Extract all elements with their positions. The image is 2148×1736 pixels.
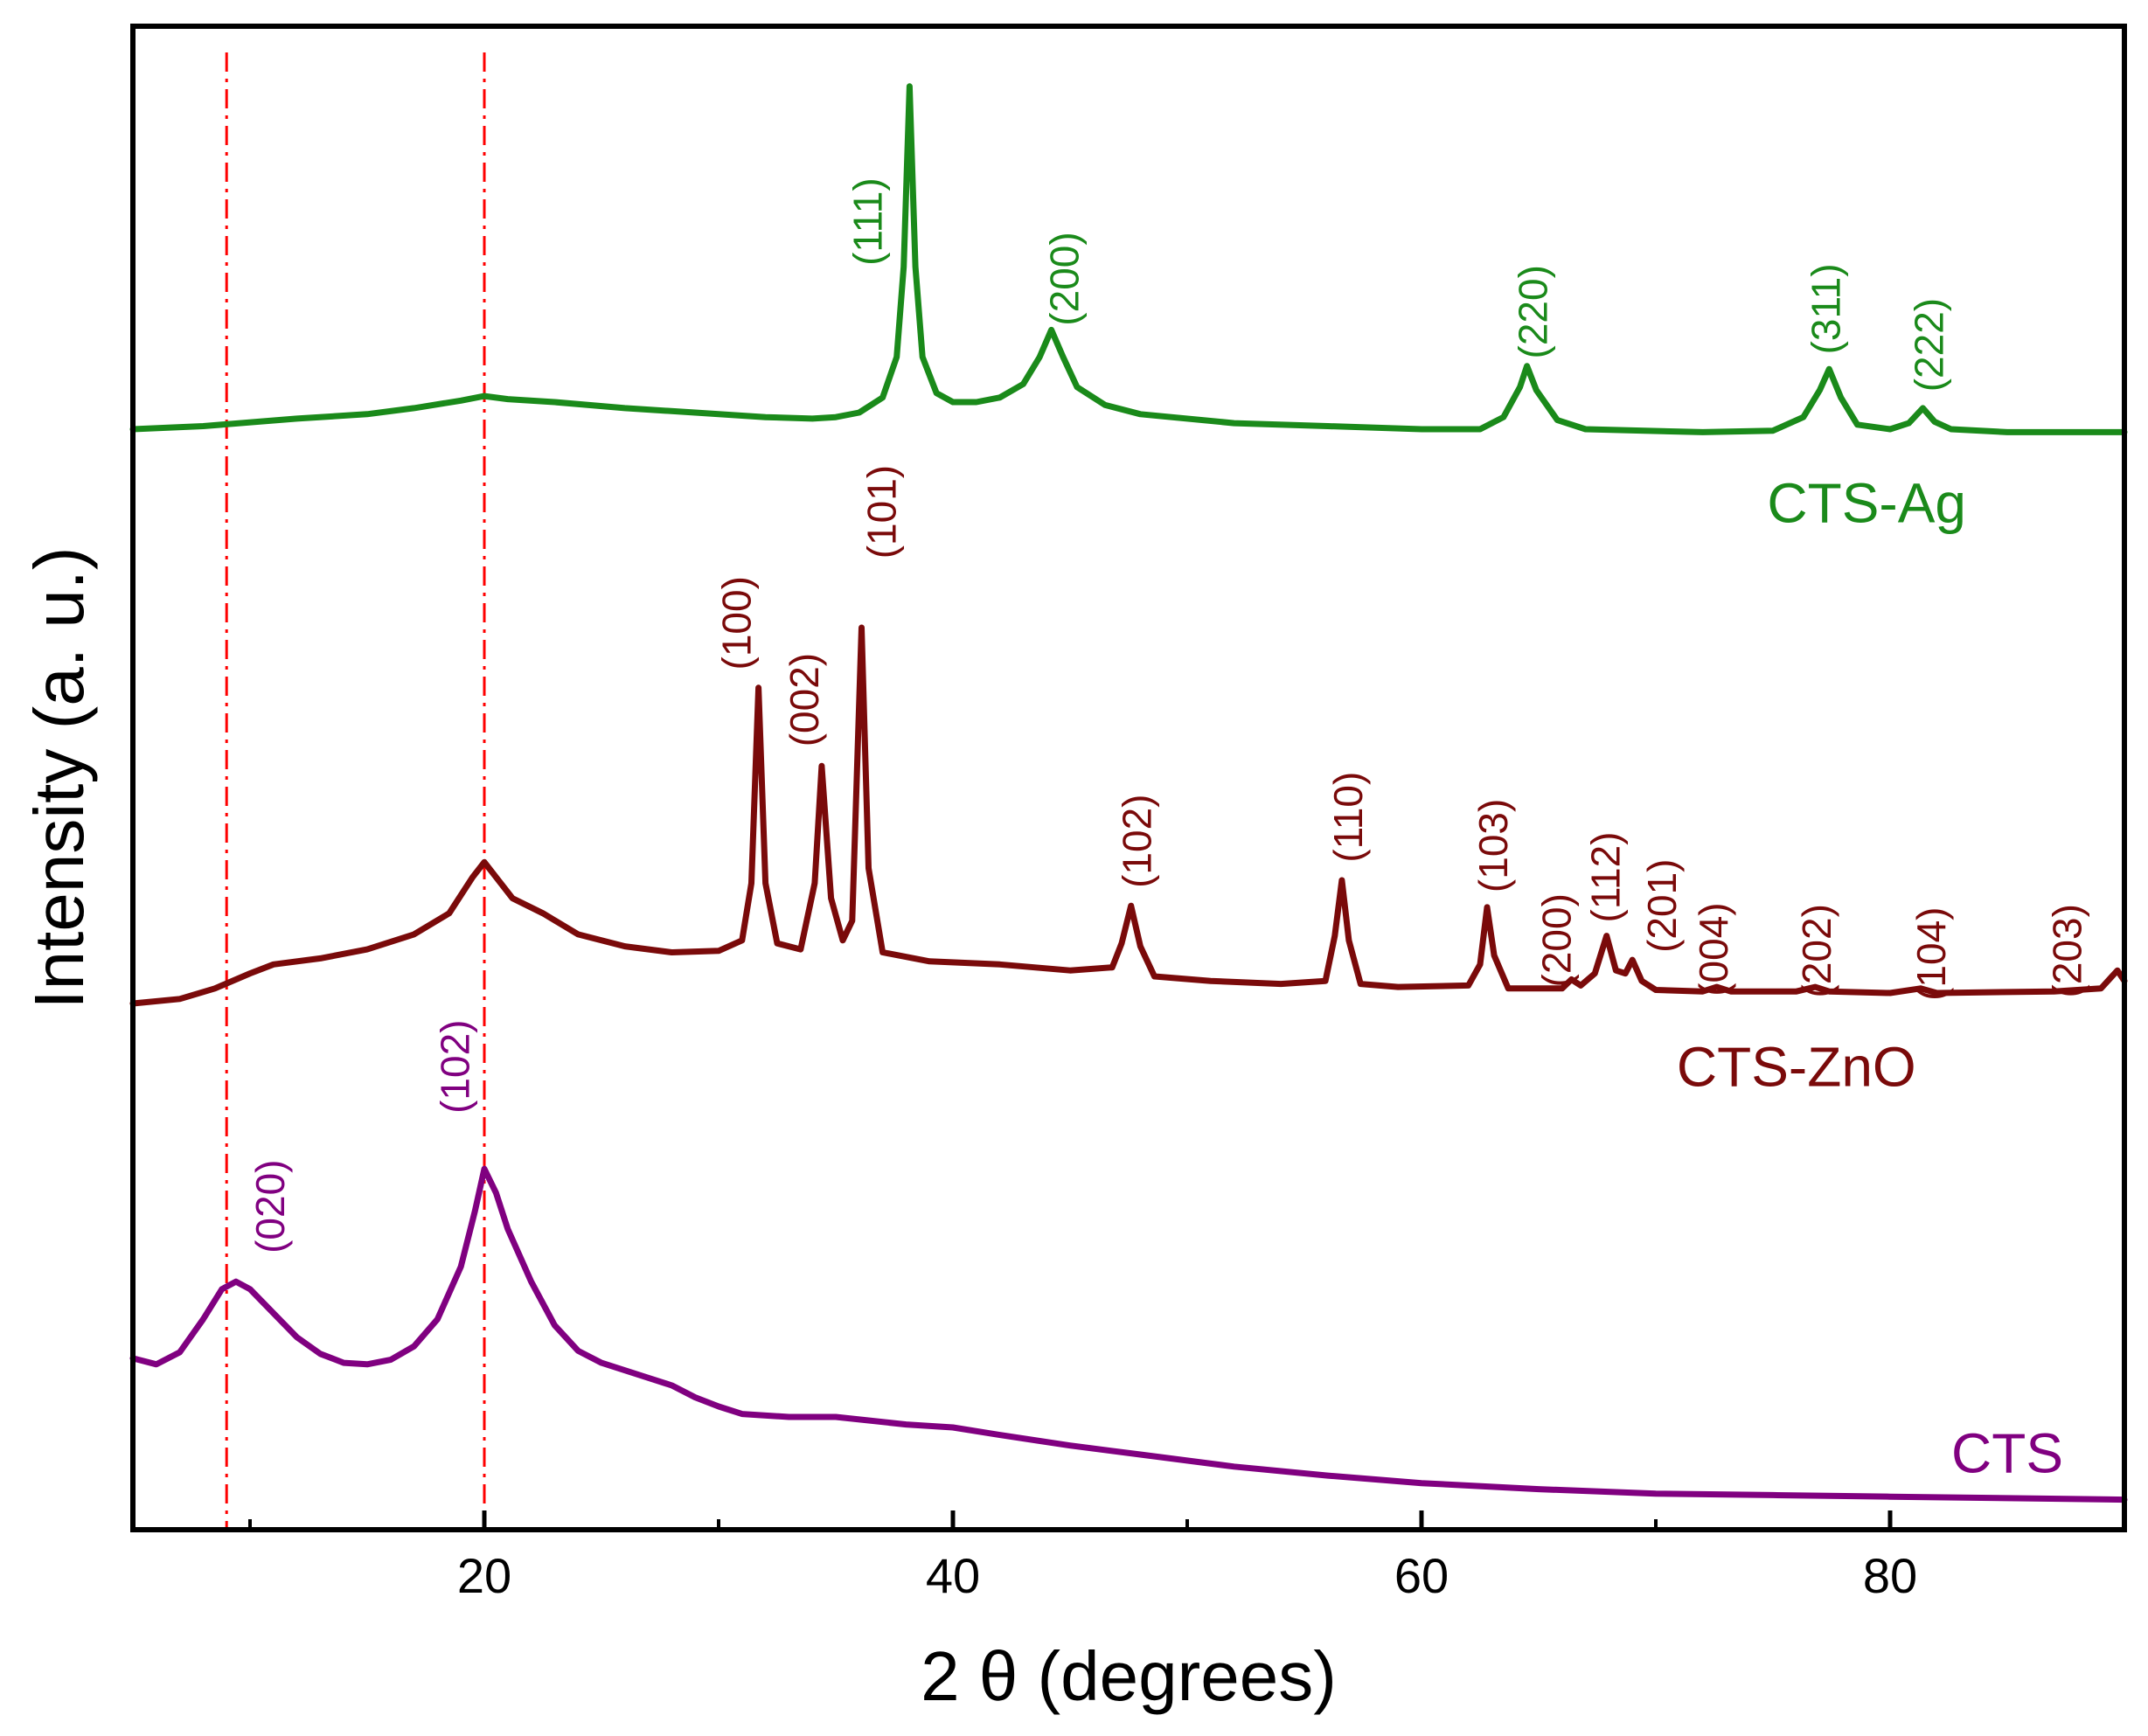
peak-label: (200) <box>1533 893 1579 987</box>
peak-label: (222) <box>1906 298 1951 392</box>
peak-label: (111) <box>845 177 890 266</box>
x-tick-label: 60 <box>1394 1548 1449 1603</box>
peak-label: (020) <box>247 1160 293 1253</box>
y-axis-title: Intensity (a. u.) <box>20 546 98 1009</box>
peak-label: (100) <box>713 576 759 670</box>
peak-label: (200) <box>1041 232 1087 325</box>
peak-label: (203) <box>2045 904 2090 997</box>
peak-label: (311) <box>1803 263 1848 354</box>
peak-label: (202) <box>1794 904 1839 997</box>
peak-label: (220) <box>1510 265 1555 358</box>
series-label-cts-zno: CTS-ZnO <box>1677 1035 1916 1098</box>
x-tick-label: 20 <box>457 1548 511 1603</box>
peak-annotations: (111) (200) (220) (311) (222) (100) (002) (101)… <box>247 177 2090 1253</box>
peak-label: (201) <box>1639 859 1685 953</box>
peak-label: (104) <box>1908 907 1954 1001</box>
reference-lines <box>225 52 486 1530</box>
peak-label: (102) <box>433 1020 478 1114</box>
peak-label: (112) <box>1583 832 1629 923</box>
peak-label: (101) <box>859 465 904 559</box>
x-tick-label: 40 <box>926 1548 980 1603</box>
series-label-cts: CTS <box>1951 1421 2063 1484</box>
x-tick-label: 80 <box>1863 1548 1917 1603</box>
series-line-cts <box>129 1165 2128 1503</box>
series-labels: CTS-Ag CTS-ZnO CTS <box>1677 471 2063 1484</box>
x-axis-title: 2 θ (degrees) <box>921 1637 1337 1715</box>
series-line-cts-zno <box>129 624 2128 1007</box>
series-label-cts-ag: CTS-Ag <box>1767 471 1966 534</box>
x-axis-tick-labels: 20 40 60 80 <box>457 1548 1917 1603</box>
plot-frame <box>130 24 2127 1532</box>
peak-label: (004) <box>1691 902 1736 996</box>
peak-label: (102) <box>1115 795 1160 888</box>
x-axis-ticks <box>248 1510 2126 1530</box>
peak-label: (110) <box>1325 772 1371 863</box>
peak-label: (002) <box>782 653 827 746</box>
peak-label: (103) <box>1470 799 1516 892</box>
series-layer <box>129 83 2128 1503</box>
series-line-cts-ag <box>129 83 2128 435</box>
